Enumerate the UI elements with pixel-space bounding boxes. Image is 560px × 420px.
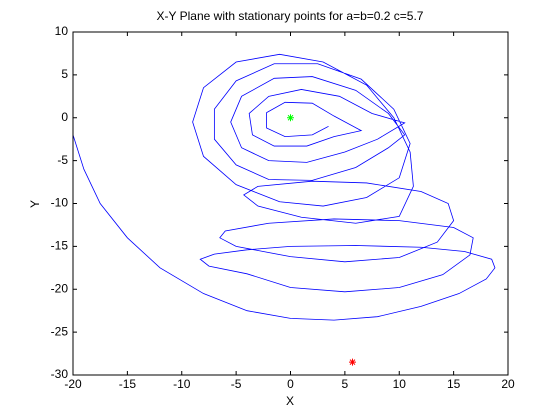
stationary-point	[348, 358, 356, 366]
y-tick-label: -20	[51, 281, 69, 295]
y-tick-label: 5	[61, 67, 68, 81]
y-tick-label: 0	[61, 110, 68, 124]
y-axis-label: Y	[28, 200, 42, 208]
y-tick-label: -25	[51, 324, 69, 338]
x-tick-label: 15	[447, 377, 461, 391]
chart-title: X-Y Plane with stationary points for a=b…	[157, 9, 424, 23]
x-tick-label: 5	[342, 377, 349, 391]
x-tick-label: -10	[173, 377, 191, 391]
y-tick-label: -30	[51, 367, 69, 381]
x-tick-label: 20	[501, 377, 515, 391]
x-tick-label: 10	[393, 377, 407, 391]
x-axis-label: X	[286, 394, 294, 408]
stationary-point	[287, 114, 294, 122]
x-tick-label: 0	[287, 377, 294, 391]
y-tick-label: -15	[51, 239, 69, 253]
x-tick-label: -20	[64, 377, 82, 391]
trajectory-line	[72, 53, 496, 321]
x-tick-label: -15	[119, 377, 137, 391]
x-tick-label: -5	[231, 377, 242, 391]
y-tick-label: -10	[51, 196, 69, 210]
y-tick-label: -5	[57, 153, 68, 167]
y-tick-label: 10	[55, 24, 69, 38]
